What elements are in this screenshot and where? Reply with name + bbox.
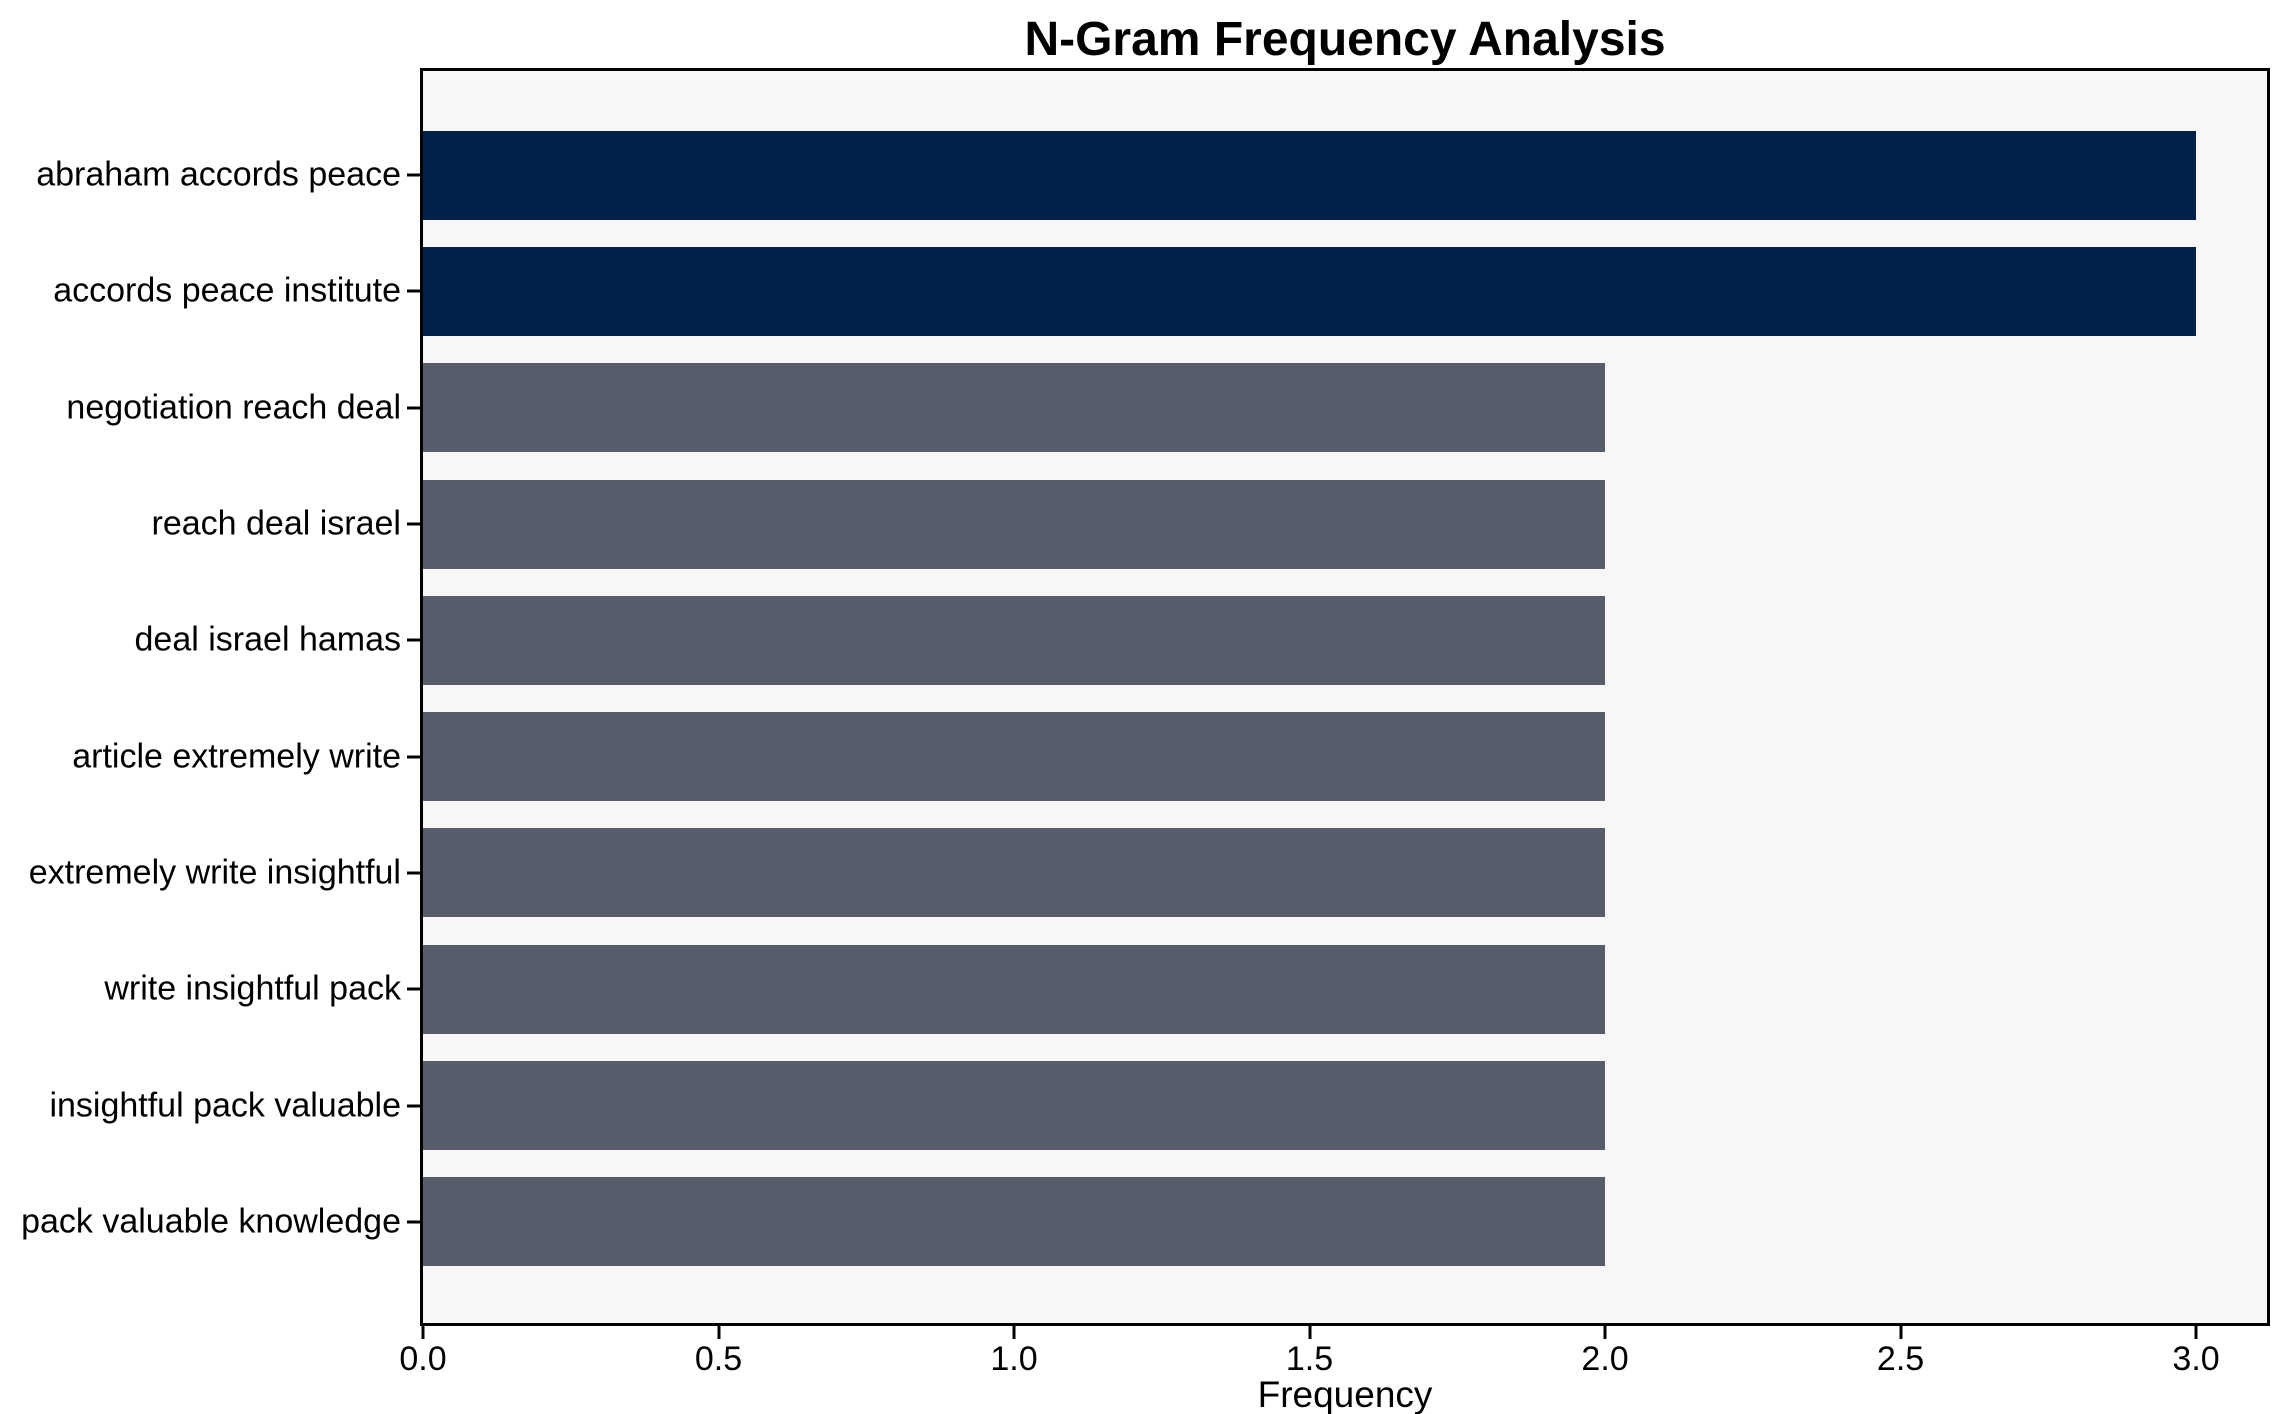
bar-row: extremely write insightful (29, 815, 2267, 931)
y-tick-label: extremely write insightful (28, 853, 401, 892)
y-tick-mark (407, 638, 420, 642)
x-tick-label: 1.0 (990, 1340, 1038, 1378)
bar-row: abraham accords peace (36, 117, 2267, 233)
y-tick-mark (407, 871, 420, 875)
bar (423, 1061, 1606, 1151)
y-tick-mark (407, 1104, 420, 1108)
y-tick-mark (407, 1220, 420, 1224)
bar-row: accords peace institute (53, 233, 2267, 349)
x-tick-mark (2194, 1326, 2198, 1339)
y-tick-label: negotiation reach deal (66, 388, 401, 427)
bar (423, 828, 1606, 918)
bar (423, 363, 1606, 453)
bar (423, 1177, 1606, 1267)
bar (423, 479, 1606, 569)
x-tick-label: 2.0 (1581, 1340, 1629, 1378)
bar-row: write insightful pack (104, 931, 2267, 1047)
bar-row: pack valuable knowledge (21, 1164, 2267, 1280)
plot-area: abraham accords peace accords peace insti… (21, 68, 2270, 1378)
y-tick-label: reach deal israel (151, 504, 401, 543)
x-tick-mark (1308, 1326, 1312, 1339)
y-tick-mark (407, 522, 420, 526)
y-tick-label: abraham accords peace (36, 155, 401, 194)
y-tick-mark (407, 755, 420, 759)
x-tick-label: 0.5 (694, 1340, 743, 1378)
x-tick-mark (717, 1326, 720, 1339)
bar-row: deal israel hamas (135, 582, 2267, 698)
bar (423, 246, 2197, 336)
y-tick-label: pack valuable knowledge (21, 1202, 401, 1241)
x-tick-label: 2.5 (1876, 1340, 1925, 1378)
y-tick-label: deal israel hamas (134, 620, 401, 659)
bar-row: article extremely write (72, 698, 2267, 814)
y-tick-label: write insightful pack (104, 969, 401, 1008)
bar (423, 712, 1606, 802)
bar-row: insightful pack valuable (49, 1047, 2267, 1163)
x-tick-label: 3.0 (2172, 1340, 2220, 1378)
x-tick-mark (421, 1326, 425, 1339)
y-tick-mark (407, 987, 420, 991)
y-tick-mark (407, 289, 420, 293)
y-tick-mark (407, 406, 420, 410)
x-tick-label: 1.5 (1285, 1340, 1334, 1378)
x-tick-mark (1899, 1326, 1903, 1339)
x-tick-label: 0.0 (399, 1340, 447, 1378)
bar-row: negotiation reach deal (66, 350, 2267, 466)
x-axis-label: Frequency (1257, 1374, 1433, 1414)
x-tick-mark (1603, 1326, 1607, 1339)
y-tick-label: insightful pack valuable (49, 1086, 401, 1125)
bar (423, 595, 1606, 685)
y-tick-label: accords peace institute (53, 271, 401, 310)
y-tick-mark (407, 173, 420, 177)
bar (423, 944, 1606, 1034)
y-tick-label: article extremely write (72, 737, 401, 776)
chart-title: N-Gram Frequency Analysis (1024, 13, 1666, 66)
x-tick-mark (1012, 1326, 1016, 1339)
bar (423, 130, 2197, 220)
bar-row: reach deal israel (152, 466, 2267, 582)
